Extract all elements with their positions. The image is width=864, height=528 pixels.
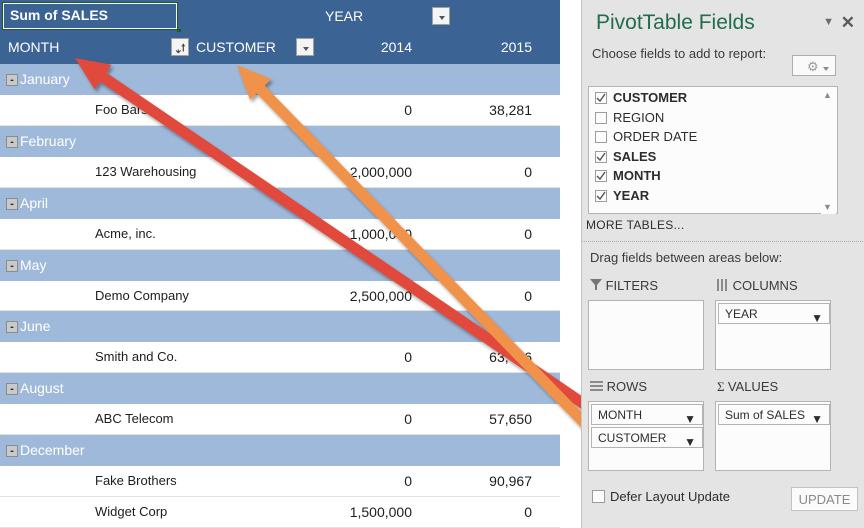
svg-text:⚙: ⚙ bbox=[807, 59, 819, 74]
